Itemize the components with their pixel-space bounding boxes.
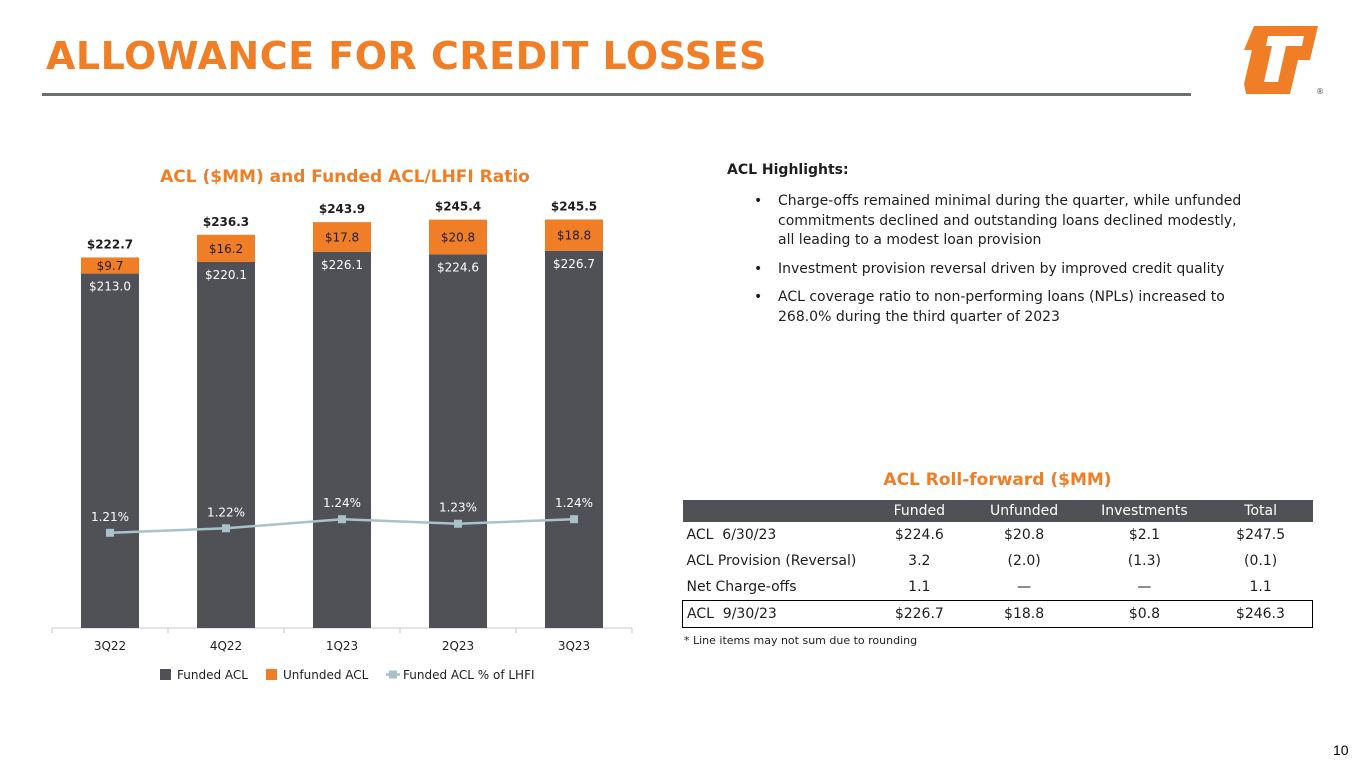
legend-swatch-ratio-marker: [389, 670, 397, 679]
data-label-ratio: 1.21%: [91, 510, 129, 524]
cell-funded: $226.7: [870, 599, 969, 628]
data-label-total: $245.4: [435, 200, 481, 214]
data-label-funded: $213.0: [89, 280, 131, 294]
row-label: ACL 9/30/23: [682, 599, 871, 628]
logo-cutout: [1264, 36, 1304, 82]
cell-funded: $224.6: [894, 527, 944, 543]
data-label-funded: $224.6: [437, 260, 479, 274]
column-header: Funded: [870, 500, 969, 522]
bar-unfunded-acl: [313, 222, 371, 252]
legend-swatch-unfunded: [266, 669, 277, 680]
data-label-unfunded: $20.8: [441, 230, 475, 244]
data-label-unfunded: $16.2: [209, 242, 243, 256]
cell-unfunded: $18.8: [968, 599, 1080, 628]
data-label-total: $236.3: [203, 215, 249, 229]
data-label-unfunded: $9.7: [97, 259, 124, 273]
cell-funded: 1.1: [908, 578, 931, 595]
ratio-marker: [454, 519, 462, 528]
highlight-text: Investment provision reversal driven by …: [778, 260, 1225, 277]
data-label-ratio: 1.24%: [555, 496, 593, 510]
x-tick-label: 3Q22: [94, 639, 126, 653]
bar-unfunded-acl: [429, 219, 487, 255]
cell-investments: $0.8: [1080, 599, 1209, 628]
rollforward-table: Funded Unfunded Investments Total ACL 6/…: [682, 500, 1313, 628]
cell-total: $247.5: [1236, 527, 1286, 543]
table-header-row: Funded Unfunded Investments Total: [682, 500, 1313, 522]
ratio-marker: [222, 524, 230, 533]
data-label-funded: $220.1: [205, 268, 247, 282]
page-number: 10: [1333, 742, 1349, 758]
bullet-icon: •: [754, 260, 763, 277]
data-label-unfunded: $18.8: [557, 229, 591, 243]
column-header: [682, 500, 871, 522]
acl-highlights: ACL Highlights: • Charge-offs remained mi…: [727, 160, 1247, 336]
cell-total: (0.1): [1244, 553, 1278, 569]
table-row: ACL Provision (Reversal) 3.2 (2.0) (1.3)…: [683, 548, 1313, 574]
data-label-funded: $226.7: [553, 257, 595, 271]
cell-unfunded: $20.8: [1004, 527, 1045, 543]
data-label-ratio: 1.24%: [323, 496, 361, 510]
highlights-heading: ACL Highlights:: [727, 162, 849, 178]
cell-funded: 3.2: [908, 553, 931, 569]
row-label: Net Charge-offs: [686, 578, 797, 595]
acl-stacked-bar-chart: $9.7 $213.0 $222.7 $16.2 $220.1 $236.3 $17.8 $2…: [51, 199, 633, 682]
ratio-marker: [338, 515, 346, 524]
cell-unfunded: —: [1017, 578, 1032, 595]
cell-total: $246.3: [1208, 599, 1313, 628]
x-tick-label: 3Q23: [558, 639, 590, 653]
bar-funded-acl: [197, 261, 255, 628]
bullet-icon: •: [754, 193, 763, 209]
highlights-list: • Charge-offs remained minimal during the…: [727, 192, 1247, 327]
column-header: Unfunded: [968, 500, 1080, 522]
table-row: ACL 6/30/23 $224.6 $20.8 $2.1 $247.5: [683, 522, 1313, 548]
highlight-text: ACL coverage ratio to non-performing loa…: [778, 289, 1225, 325]
column-header: Investments: [1080, 500, 1209, 522]
data-label-funded: $226.1: [321, 258, 363, 272]
bar-funded-acl: [429, 254, 487, 628]
highlight-item: • Investment provision reversal driven by…: [727, 260, 1247, 280]
footnote: * Line items may not sum due to rounding: [684, 634, 918, 647]
table-row-total: ACL 9/30/23 $226.7 $18.8 $0.8 $246.3: [682, 599, 1313, 628]
highlight-item: • Charge-offs remained minimal during the…: [727, 192, 1247, 251]
highlight-item: • ACL coverage ratio to non-performing lo…: [727, 288, 1247, 327]
ratio-marker: [106, 528, 114, 537]
cell-investments: (1.3): [1127, 553, 1161, 569]
bar-funded-acl: [81, 273, 139, 628]
data-label-total: $245.5: [551, 199, 597, 213]
cell-unfunded: (2.0): [1007, 553, 1041, 569]
cell-total: 1.1: [1249, 578, 1272, 595]
company-logo: ®: [1244, 26, 1324, 96]
rollforward-title: ACL Roll-forward ($MM): [883, 470, 1112, 490]
slide-title: ALLOWANCE FOR CREDIT LOSSES: [46, 34, 767, 78]
data-label-total: $222.7: [87, 237, 133, 251]
bar-funded-acl: [545, 250, 603, 629]
legend-swatch-funded: [160, 669, 171, 680]
x-tick-label: 2Q23: [442, 639, 474, 653]
row-label: ACL 6/30/23: [686, 527, 777, 543]
data-label-ratio: 1.23%: [439, 501, 477, 515]
bar-unfunded-acl: [545, 219, 603, 251]
data-label-unfunded: $17.8: [325, 230, 359, 244]
legend-label: Funded ACL: [177, 668, 248, 682]
legend-label: Funded ACL % of LHFI: [403, 668, 535, 682]
data-label-total: $243.9: [319, 202, 365, 216]
ratio-marker: [570, 515, 578, 524]
x-tick-label: 1Q23: [326, 639, 358, 653]
table-row: Net Charge-offs 1.1 — — 1.1: [683, 574, 1313, 600]
data-label-ratio: 1.22%: [207, 505, 245, 519]
chart-title: ACL ($MM) and Funded ACL/LHFI Ratio: [160, 167, 530, 187]
title-divider: [42, 93, 1191, 96]
column-header: Total: [1208, 500, 1313, 522]
legend-label: Unfunded ACL: [283, 668, 369, 682]
cell-investments: —: [1137, 578, 1152, 595]
cell-investments: $2.1: [1128, 527, 1160, 543]
registered-mark: ®: [1316, 87, 1324, 96]
bar-unfunded-acl: [81, 257, 139, 274]
bar-unfunded-acl: [197, 234, 255, 262]
row-label: ACL Provision (Reversal): [686, 553, 857, 569]
x-tick-label: 4Q22: [210, 639, 242, 653]
bullet-icon: •: [754, 289, 763, 305]
bar-funded-acl: [313, 251, 371, 629]
highlight-text: Charge-offs remained minimal during the …: [778, 193, 1242, 248]
